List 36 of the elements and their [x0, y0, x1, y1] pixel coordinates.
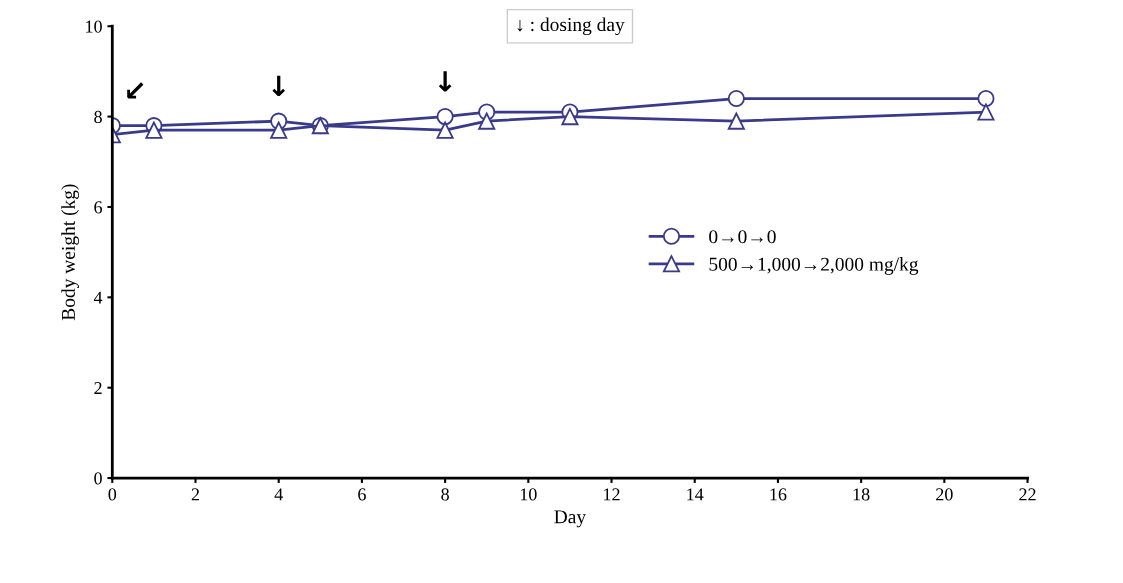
x-tick-label: 0	[108, 488, 117, 501]
x-axis-title: Day	[554, 510, 587, 528]
x-tick-label: 2	[191, 488, 200, 501]
point	[436, 121, 454, 139]
x-tick-label: 10	[520, 488, 537, 501]
legend-label: 500→1,000→2,000 mg/kg	[709, 257, 919, 275]
x-tick-label: 14	[687, 488, 704, 501]
point	[478, 112, 496, 130]
y-tick-label: 4	[93, 291, 103, 304]
point	[270, 121, 288, 139]
x-tick-label: 18	[853, 488, 870, 501]
point	[561, 108, 579, 126]
y-axis-title: Body weight (kg)	[61, 184, 79, 321]
x-tick-label: 20	[936, 488, 953, 501]
annotation: ↓	[272, 75, 285, 96]
annotation: ↙	[127, 82, 144, 99]
y-tick-label: 8	[94, 110, 102, 124]
x-tick-label: 6	[358, 488, 366, 501]
point	[727, 112, 745, 130]
y-tick-label: 0	[94, 472, 102, 485]
point	[977, 103, 995, 121]
legend-label: 0→0→0	[709, 230, 776, 244]
x-tick-label: 12	[604, 488, 620, 501]
y-tick-label: 2	[94, 382, 102, 394]
point	[727, 89, 745, 108]
point	[145, 121, 163, 139]
point	[436, 108, 454, 126]
x-tick-label: 4	[274, 488, 283, 501]
point	[977, 89, 995, 108]
x-tick-label: 16	[770, 488, 787, 501]
annotation: ↓ : dosing day	[517, 17, 625, 36]
annotation: ↓	[438, 71, 452, 92]
x-tick-label: 22	[1019, 488, 1036, 501]
x-tick-label: 8	[441, 488, 449, 501]
y-tick-label: 10	[86, 20, 102, 33]
y-tick-label: 6	[94, 201, 103, 214]
